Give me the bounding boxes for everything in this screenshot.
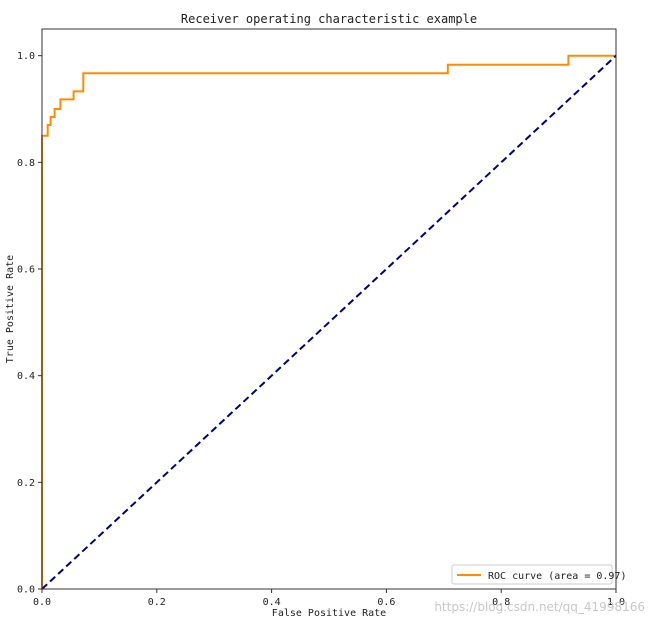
chart-title: Receiver operating characteristic exampl… (181, 12, 477, 26)
x-tick-label: 0.2 (148, 597, 166, 608)
x-tick-label: 0.6 (377, 597, 395, 608)
y-tick-label: 0.8 (17, 158, 35, 169)
x-tick-label: 0.4 (263, 597, 281, 608)
y-tick-label: 0.2 (17, 478, 35, 489)
legend-label-roc: ROC curve (area = 0.97) (488, 571, 626, 582)
x-tick-label: 0.8 (492, 597, 510, 608)
x-axis: 0.0 0.2 0.4 0.6 0.8 1.0 (33, 589, 625, 608)
y-axis-label: True Positive Rate (5, 255, 16, 363)
roc-curve-line (41, 54, 616, 589)
plot-series (41, 54, 617, 590)
watermark: https://blog.csdn.net/qq_41998166 (434, 600, 645, 614)
legend-box (451, 564, 613, 585)
y-axis: 0.0 0.2 0.4 0.6 0.8 1.0 (17, 51, 42, 596)
y-tick-label: 0.4 (17, 371, 35, 382)
x-axis-label: False Positive Rate (272, 608, 386, 619)
legend: ROC curve (area = 0.97) (451, 564, 626, 585)
diagonal-reference-line (41, 54, 617, 590)
x-tick-label: 0.0 (33, 597, 51, 608)
plot-frame (41, 28, 617, 590)
y-tick-label: 0.6 (17, 265, 35, 276)
y-tick-label: 0.0 (17, 585, 35, 596)
y-tick-label: 1.0 (17, 51, 35, 62)
x-tick-label: 1.0 (607, 597, 625, 608)
